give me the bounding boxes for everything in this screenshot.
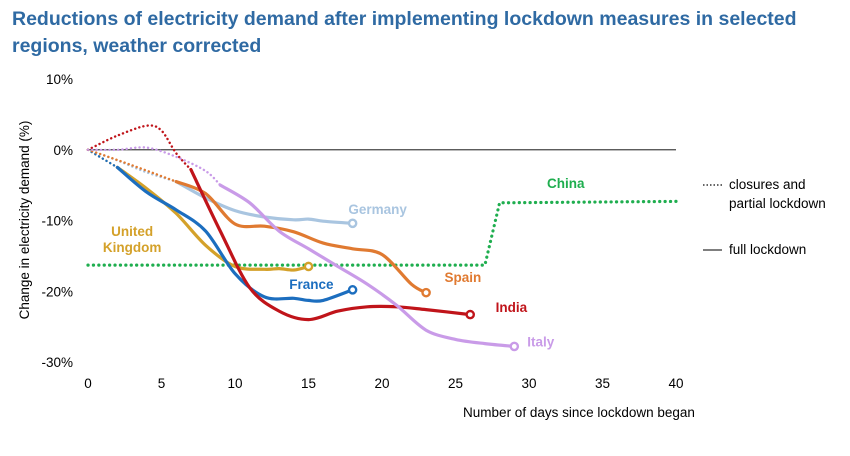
y-tick-label: 0%: [53, 143, 73, 158]
series-united-kingdom-solid-line: [115, 165, 311, 272]
series-italy: [86, 146, 520, 352]
series-france-dotted-line: [86, 148, 119, 169]
y-axis-label: Change in electricity demand (%): [17, 121, 32, 320]
series-germany: [86, 148, 358, 229]
legend-label: closures and partial lockdown: [729, 177, 826, 211]
series-germany-end-marker: [347, 218, 358, 229]
y-tick-label: 10%: [46, 72, 73, 87]
series-label-italy: Italy: [527, 334, 555, 349]
series-label-china: China: [547, 176, 585, 191]
x-tick-label: 15: [301, 376, 316, 391]
legend-label-line: closures and: [729, 177, 806, 192]
series-label-france: France: [289, 277, 334, 292]
chart-title: Reductions of electricity demand after i…: [12, 8, 797, 57]
series-india-end-marker: [465, 309, 476, 320]
series-label-line: United: [111, 224, 153, 239]
y-tick-label: -10%: [41, 214, 73, 229]
series-united-kingdom-end-marker: [303, 261, 314, 272]
series-label-line: France: [289, 277, 334, 292]
series-label-india: India: [496, 300, 528, 315]
y-tick-labels: 10% 0% -10% -20% -30%: [41, 72, 73, 370]
legend-label-line: partial lockdown: [729, 196, 826, 211]
legend-label-line: full lockdown: [729, 242, 806, 257]
series-india: [86, 124, 476, 322]
series-label-line: Italy: [527, 334, 555, 349]
x-tick-label: 40: [668, 376, 683, 391]
series-india-solid-line: [189, 168, 472, 322]
y-tick-label: -20%: [41, 284, 73, 299]
series-italy-end-marker: [509, 341, 520, 352]
x-tick-label: 25: [448, 376, 463, 391]
series-label-line: Germany: [348, 202, 407, 217]
series-spain-dotted-line: [86, 148, 178, 183]
series-china-dotted-line: [86, 199, 678, 267]
series-label-united-kingdom: United Kingdom: [103, 224, 162, 255]
legend: closures and partial lockdown full lockdow…: [703, 177, 826, 257]
series-china: [86, 199, 678, 267]
series-labels: China Germany United Kingdom France Spain Indi…: [103, 176, 585, 349]
legend-item-solid: full lockdown: [703, 242, 806, 257]
x-axis-label: Number of days since lockdown began: [463, 405, 695, 420]
series-italy-solid-line: [218, 183, 516, 348]
x-tick-label: 5: [158, 376, 166, 391]
x-tick-label: 35: [595, 376, 610, 391]
series-italy-dotted-line: [86, 146, 222, 187]
x-tick-label: 10: [227, 376, 242, 391]
y-tick-label: -30%: [41, 355, 73, 370]
series-spain-solid-line: [174, 180, 428, 295]
x-tick-label: 30: [521, 376, 536, 391]
series-label-line: Kingdom: [103, 240, 162, 255]
series-label-spain: Spain: [444, 270, 481, 285]
series-spain-end-marker: [421, 287, 431, 298]
x-tick-label: 20: [374, 376, 389, 391]
series-india-dotted-line: [86, 124, 193, 171]
legend-label: full lockdown: [729, 242, 806, 257]
series-germany-solid-line: [174, 180, 355, 225]
series-spain: [86, 148, 431, 298]
series-france-end-marker: [347, 285, 358, 295]
series-label-line: China: [547, 176, 585, 191]
series-label-germany: Germany: [348, 202, 407, 217]
series-label-line: India: [496, 300, 528, 315]
x-tick-label: 0: [84, 376, 92, 391]
series-label-line: Spain: [444, 270, 481, 285]
x-tick-labels: 0 5 10 15 20 25 30 35 40: [84, 376, 683, 391]
series-layer: [86, 124, 678, 352]
legend-item-dotted: closures and partial lockdown: [703, 177, 826, 211]
